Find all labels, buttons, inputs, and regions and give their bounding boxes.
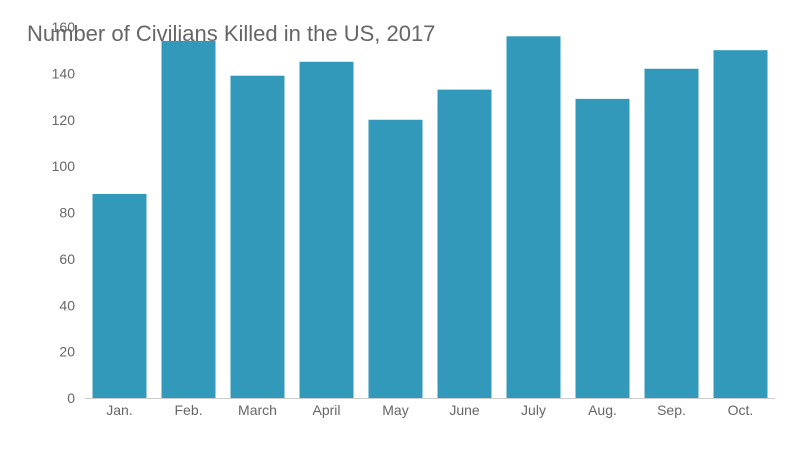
bar xyxy=(161,40,216,398)
y-tick-label: 140 xyxy=(52,65,76,81)
y-tick-label: 20 xyxy=(59,344,75,360)
bar xyxy=(299,61,354,398)
y-tick-label: 0 xyxy=(67,390,75,406)
y-tick-label: 80 xyxy=(59,205,75,221)
bar xyxy=(92,193,147,398)
x-axis-ticks: Jan. Feb. March April May June July Aug. Sep. Oct… xyxy=(106,402,753,418)
y-tick-label: 60 xyxy=(59,251,75,267)
y-tick-label: 120 xyxy=(52,112,76,128)
bars xyxy=(92,36,768,399)
bar xyxy=(575,98,630,398)
bar xyxy=(644,68,699,399)
x-tick-label: Oct. xyxy=(728,402,754,418)
x-tick-label: March xyxy=(238,402,277,418)
x-tick-label: April xyxy=(312,402,340,418)
chart-title: Number of Civilians Killed in the US, 20… xyxy=(27,21,436,46)
y-tick-label: 100 xyxy=(52,158,76,174)
y-tick-label: 160 xyxy=(52,19,76,35)
bar xyxy=(713,50,768,398)
x-tick-label: Jan. xyxy=(106,402,132,418)
bar xyxy=(230,75,285,398)
y-tick-label: 40 xyxy=(59,297,75,313)
x-tick-label: Feb. xyxy=(174,402,202,418)
bar xyxy=(506,36,561,399)
x-tick-label: July xyxy=(521,402,546,418)
bar xyxy=(368,119,423,398)
x-tick-label: Aug. xyxy=(588,402,617,418)
x-tick-label: June xyxy=(449,402,480,418)
x-tick-label: May xyxy=(382,402,408,418)
x-tick-label: Sep. xyxy=(657,402,686,418)
y-axis-ticks: 0 20 40 60 80 100 120 140 160 xyxy=(52,19,76,406)
bar xyxy=(437,89,492,398)
